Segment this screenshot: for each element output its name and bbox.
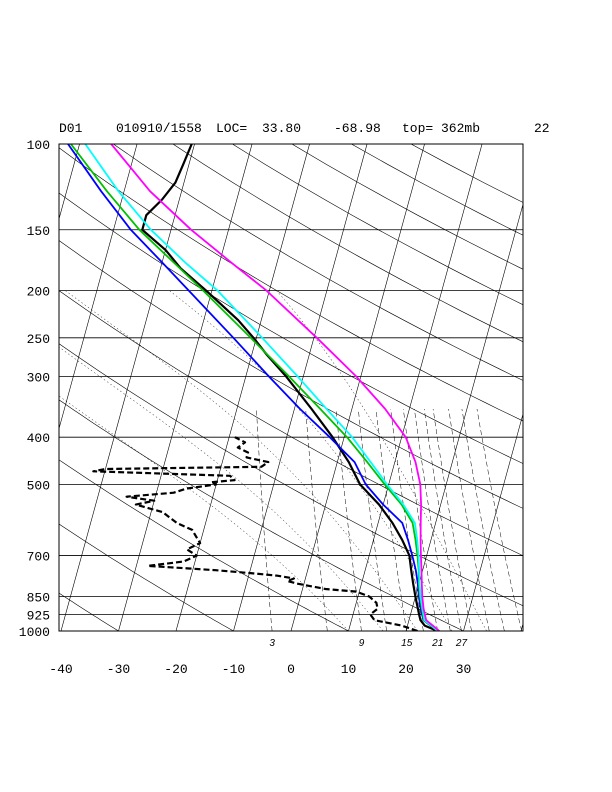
dry-adiabat-line <box>351 144 523 236</box>
background-lines <box>0 144 612 631</box>
isotherm-line <box>0 144 22 631</box>
series-green-line <box>70 144 439 631</box>
dry-adiabat-line <box>59 240 523 509</box>
header-lat: 33.80 <box>262 121 301 136</box>
mixing-ratio-line <box>335 408 362 631</box>
isotherm-line <box>520 622 523 631</box>
temperature-tick--20: -20 <box>164 662 187 677</box>
dry-adiabat-line <box>113 144 523 381</box>
series-dewpoint-line <box>92 436 418 631</box>
mixing-ratio-label-21: 21 <box>431 638 443 649</box>
mixing-ratio-label-15: 15 <box>401 638 413 649</box>
pressure-tick-150: 150 <box>27 224 50 239</box>
pressure-tick-200: 200 <box>27 285 50 300</box>
dry-adiabat-line <box>59 592 120 631</box>
mixing-ratio-line <box>414 408 451 631</box>
header-datetime: 010910/1558 <box>116 121 202 136</box>
mixing-ratio-label-27: 27 <box>455 638 468 649</box>
moist-adiabat-line <box>59 395 349 631</box>
dry-adiabat-line <box>59 399 465 631</box>
mixing-ratio-label-9: 9 <box>359 638 365 649</box>
dry-adiabat-line <box>59 343 523 607</box>
mixing-ratio-line <box>461 408 505 631</box>
mixing-ratio-line <box>305 408 328 631</box>
mixing-ratio-line <box>432 408 472 631</box>
temperature-tick-10: 10 <box>341 662 357 677</box>
isotherm-line <box>60 144 195 631</box>
dry-adiabat-line <box>59 147 523 422</box>
isotherm-line <box>405 203 523 631</box>
mixing-ratio-labels: 3 9 15 21 27 <box>269 638 467 649</box>
isotherm-line <box>290 144 425 631</box>
header-loc-label: LOC= <box>216 121 247 136</box>
pressure-tick-925: 925 <box>27 609 50 624</box>
sounding-curves <box>67 144 440 631</box>
mixing-ratio-line <box>375 408 407 631</box>
plot-frame <box>58 143 524 632</box>
series-magenta-line <box>110 144 440 631</box>
temperature-tick-0: 0 <box>287 662 295 677</box>
temperature-tick-20: 20 <box>398 662 414 677</box>
series-cyan-line <box>84 144 439 631</box>
temperature-tick-30: 30 <box>456 662 472 677</box>
pressure-tick-850: 850 <box>27 591 50 606</box>
mixing-ratio-line <box>403 408 438 631</box>
pressure-tick-400: 400 <box>27 431 50 446</box>
header-domain: D01 <box>59 121 83 136</box>
mixing-ratio-line <box>476 408 522 631</box>
dry-adiabat-line <box>291 144 523 270</box>
isotherm-line <box>348 144 483 631</box>
pressure-tick-100: 100 <box>27 138 50 153</box>
isotherm-line <box>118 144 253 631</box>
pressure-tick-1000: 1000 <box>19 625 50 640</box>
mixing-ratio-label-3: 3 <box>269 638 275 649</box>
series-temperature-line <box>141 144 439 631</box>
series-blue-line <box>67 144 439 631</box>
header-line: D01 010910/1558 LOC= 33.80 -68.98 top= 3… <box>59 121 550 136</box>
isotherm-line <box>463 412 523 631</box>
dry-adiabat-line <box>172 144 523 343</box>
temperature-tick--30: -30 <box>107 662 130 677</box>
mixing-ratio-line <box>358 408 387 631</box>
dry-adiabat-line <box>59 523 235 631</box>
dry-adiabat-line <box>59 192 523 464</box>
pressure-tick-500: 500 <box>27 478 50 493</box>
pressure-tick-300: 300 <box>27 370 50 385</box>
moist-adiabat-line <box>276 290 487 631</box>
pressure-tick-250: 250 <box>27 332 50 347</box>
isotherm-line <box>579 144 612 631</box>
mixing-ratio-line <box>256 408 273 631</box>
dry-adiabat-line <box>59 459 350 631</box>
moist-adiabat-line <box>59 346 384 631</box>
isotherm-line <box>175 144 310 631</box>
dry-adiabat-line <box>59 290 523 557</box>
mixing-ratio-line <box>448 408 490 631</box>
header-top: top= 362mb <box>402 121 480 136</box>
isotherm-line <box>59 144 138 430</box>
temperature-tick-labels: -40 -30 -20 -10 0 10 20 30 <box>49 662 471 677</box>
header-number: 22 <box>534 121 550 136</box>
temperature-tick--40: -40 <box>49 662 72 677</box>
mixing-ratio-line <box>423 408 462 631</box>
temperature-tick--10: -10 <box>222 662 245 677</box>
header-lon: -68.98 <box>334 121 381 136</box>
pressure-tick-700: 700 <box>27 550 50 565</box>
moist-adiabat-line <box>65 290 418 631</box>
